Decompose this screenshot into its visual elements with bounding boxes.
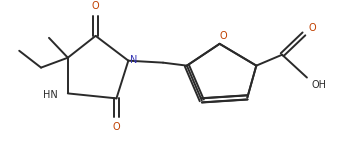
Text: N: N	[130, 55, 137, 65]
Text: O: O	[112, 122, 120, 132]
Text: O: O	[308, 23, 316, 33]
Text: OH: OH	[311, 80, 326, 90]
Text: HN: HN	[43, 90, 58, 100]
Text: O: O	[220, 31, 227, 41]
Text: O: O	[92, 1, 99, 11]
